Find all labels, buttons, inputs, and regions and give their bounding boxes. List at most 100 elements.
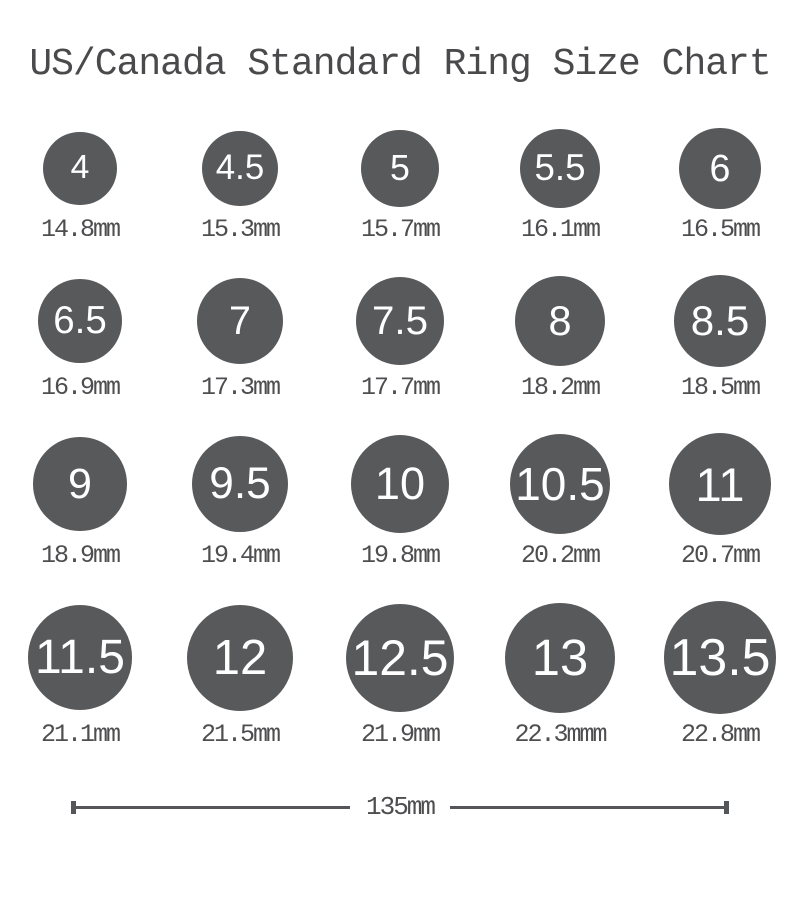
circle-wrap: 6.5: [38, 271, 122, 371]
scale-tick-left: [71, 800, 76, 814]
ring-diameter-label: 18.2mm: [520, 372, 601, 402]
ring-circle: 10.5: [510, 434, 610, 535]
ring-circle: 11: [668, 432, 772, 536]
ring-size-label: 6.5: [53, 299, 107, 343]
ring-cell: 5 15.7mm: [320, 124, 480, 246]
ring-cell: 8.5 18.5mm: [640, 271, 800, 403]
circle-wrap: 11.5: [27, 597, 133, 718]
circle-wrap: 12: [186, 597, 294, 718]
ring-row: 4 14.8mm 4.5 15.3mm 5 15.7mm 5.5 16.1mm …: [0, 124, 800, 246]
ring-cell: 7.5 17.7mm: [320, 271, 480, 403]
scale-tick-right: [724, 800, 730, 814]
circle-wrap: 10.5: [510, 429, 610, 539]
circle-wrap: 9: [33, 429, 127, 539]
ring-size-label: 9: [68, 459, 92, 508]
ring-circle: 6: [679, 127, 761, 210]
ring-size-label: 4: [70, 149, 90, 187]
ring-cell: 6.5 16.9mm: [0, 271, 160, 403]
ring-circle: 11.5: [27, 605, 133, 710]
ring-circle: 9: [33, 437, 127, 531]
ring-cell: 11 20.7mm: [640, 429, 800, 571]
ring-circle: 10: [351, 435, 449, 534]
circle-wrap: 7.5: [356, 271, 444, 371]
ring-diameter-label: 22.8mm: [680, 720, 761, 750]
ring-size-label: 12: [212, 630, 268, 685]
circle-wrap: 12.5: [345, 597, 455, 718]
ring-cell: 6 16.5mm: [640, 124, 800, 246]
ring-size-label: 10.5: [515, 458, 605, 511]
ring-size-label: 5.5: [534, 147, 586, 189]
ring-size-label: 12.5: [351, 629, 449, 686]
ring-row: 11.5 21.1mm 12 21.5mm 12.5 21.9mm 13 22.…: [0, 597, 800, 750]
ring-cell: 12 21.5mm: [160, 597, 320, 750]
ring-cell: 10.5 20.2mm: [480, 429, 640, 571]
ring-circle: 8.5: [674, 275, 766, 367]
ring-diameter-label: 16.1mm: [520, 215, 601, 245]
ring-size-label: 11.5: [35, 631, 125, 685]
ring-row: 6.5 16.9mm 7 17.3mm 7.5 17.7mm 8 18.2mm …: [0, 271, 800, 403]
ring-diameter-label: 16.5mm: [680, 215, 761, 245]
circle-wrap: 5.5: [520, 124, 600, 214]
ring-diameter-label: 16.9mm: [40, 372, 121, 402]
ring-cell: 9 18.9mm: [0, 429, 160, 571]
ring-diameter-label: 18.9mm: [40, 541, 121, 571]
scale-bar: 135mm: [71, 792, 730, 823]
scale-line-right: [450, 805, 725, 809]
ring-circle: 8: [514, 276, 606, 367]
ring-size-label: 6: [709, 146, 731, 189]
page-title: US/Canada Standard Ring Size Chart: [29, 43, 771, 86]
ring-size-label: 10: [374, 458, 426, 510]
ring-diameter-label: 21.9mm: [360, 720, 441, 750]
ring-diameter-label: 14.8mm: [40, 215, 121, 245]
ring-circle: 13.5: [663, 601, 777, 715]
ring-cell: 8 18.2mm: [480, 271, 640, 403]
scale-label: 135mm: [366, 792, 436, 823]
ring-circle: 7: [197, 278, 283, 364]
scale-line-left: [76, 805, 350, 809]
ring-circle: 9.5: [191, 436, 288, 533]
ring-grid: 4 14.8mm 4.5 15.3mm 5 15.7mm 5.5 16.1mm …: [0, 124, 800, 751]
ring-circle: 4.5: [202, 130, 278, 207]
ring-size-label: 8: [548, 297, 572, 345]
ring-size-label: 7: [229, 298, 251, 343]
circle-wrap: 7: [197, 271, 283, 371]
ring-cell: 4 14.8mm: [0, 124, 160, 246]
ring-diameter-label: 17.7mm: [360, 372, 441, 402]
ring-size-label: 9.5: [209, 459, 271, 509]
ring-circle: 12.5: [345, 603, 455, 712]
circle-wrap: 8.5: [674, 271, 766, 371]
ring-size-label: 13.5: [669, 628, 771, 687]
ring-diameter-label: 20.2mm: [520, 541, 601, 571]
ring-size-label: 5: [390, 147, 410, 188]
ring-size-label: 13: [531, 629, 589, 687]
ring-diameter-label: 22.3mmm: [514, 720, 607, 750]
ring-diameter-label: 19.4mm: [200, 541, 281, 571]
ring-circle: 13: [504, 602, 616, 713]
ring-circle: 6.5: [38, 279, 122, 363]
ring-size-label: 11: [695, 457, 745, 511]
circle-wrap: 10: [351, 429, 449, 539]
ring-size-label: 4.5: [215, 148, 265, 188]
ring-diameter-label: 18.5mm: [680, 372, 761, 402]
ring-circle: 7.5: [356, 277, 444, 365]
circle-wrap: 4.5: [202, 124, 278, 214]
ring-circle: 12: [186, 604, 294, 711]
ring-size-label: 7.5: [371, 298, 428, 344]
ring-circle: 5: [361, 129, 439, 208]
circle-wrap: 13.5: [663, 597, 777, 718]
ring-cell: 10 19.8mm: [320, 429, 480, 571]
ring-diameter-label: 19.8mm: [360, 541, 441, 571]
circle-wrap: 9.5: [191, 429, 288, 539]
circle-wrap: 4: [43, 124, 117, 214]
ring-diameter-label: 17.3mm: [200, 372, 281, 402]
circle-wrap: 13: [504, 597, 616, 718]
ring-cell: 4.5 15.3mm: [160, 124, 320, 246]
ring-cell: 7 17.3mm: [160, 271, 320, 403]
ring-circle: 5.5: [520, 128, 600, 209]
ring-cell: 12.5 21.9mm: [320, 597, 480, 750]
ring-diameter-label: 21.1mm: [40, 720, 121, 750]
circle-wrap: 5: [361, 124, 439, 214]
ring-row: 9 18.9mm 9.5 19.4mm 10 19.8mm 10.5 20.2m…: [0, 429, 800, 571]
circle-wrap: 6: [679, 124, 761, 214]
circle-wrap: 11: [668, 429, 772, 539]
